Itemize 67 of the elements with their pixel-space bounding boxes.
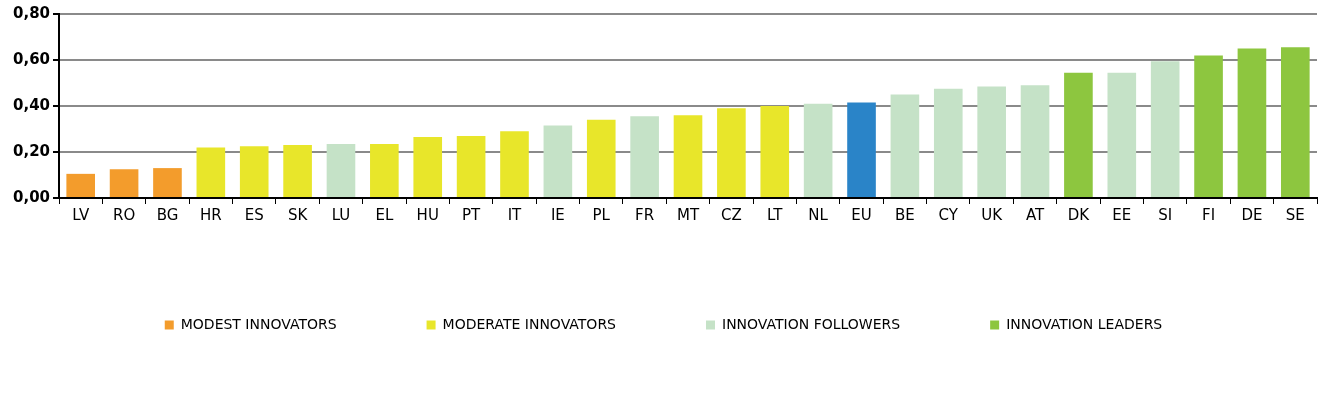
- x-tick-label: EE: [1112, 205, 1132, 224]
- x-tick-label: CZ: [721, 205, 742, 224]
- x-tick-label: DK: [1067, 205, 1091, 224]
- bar: [673, 115, 703, 197]
- y-tick-label: 0,00: [12, 187, 51, 206]
- x-tick-label: EL: [375, 205, 394, 224]
- bar: [370, 143, 399, 197]
- x-tick-label: ES: [244, 205, 264, 224]
- legend-label: INNOVATION LEADERS: [1006, 315, 1163, 332]
- x-tick-label: LU: [331, 205, 351, 224]
- bar: [1107, 72, 1137, 197]
- x-tick-label: NL: [808, 205, 829, 224]
- x-tick-label: LT: [767, 205, 784, 224]
- x-tick-label: PL: [592, 205, 611, 224]
- bar: [1237, 48, 1267, 197]
- x-tick-label: SK: [287, 205, 309, 224]
- x-tick-label: FR: [635, 205, 655, 224]
- x-tick-label: PT: [462, 205, 482, 224]
- bar: [456, 135, 486, 197]
- bar: [66, 173, 96, 197]
- x-tick-label: IT: [507, 205, 523, 224]
- bar: [109, 169, 139, 197]
- bar: [1064, 72, 1093, 197]
- bar: [586, 119, 616, 197]
- bar: [153, 168, 182, 197]
- y-tick-label: 0,60: [12, 49, 51, 68]
- bar: [1194, 55, 1223, 197]
- bar: [717, 108, 746, 197]
- x-tick-label: SE: [1285, 205, 1305, 224]
- x-tick-label: BE: [895, 205, 915, 224]
- x-tick-label: AT: [1025, 205, 1045, 224]
- y-tick-label: 0,40: [12, 95, 51, 114]
- x-tick-label: UK: [981, 205, 1004, 224]
- bar: [803, 103, 833, 197]
- x-tick-label: DE: [1241, 205, 1263, 224]
- bar: [847, 102, 876, 197]
- bar: [543, 125, 573, 197]
- x-tick-label: EU: [851, 205, 872, 224]
- x-tick-label: IE: [550, 205, 565, 224]
- x-tick-label: CY: [938, 205, 959, 224]
- bar: [283, 145, 312, 197]
- bar: [1280, 47, 1310, 197]
- x-tick-label: HR: [199, 205, 222, 224]
- bar: [1020, 85, 1050, 197]
- bar: [630, 116, 659, 197]
- bar: [500, 131, 529, 197]
- legend-label: INNOVATION FOLLOWERS: [722, 315, 901, 332]
- bar: [1150, 61, 1180, 197]
- y-tick-label: 0,20: [12, 141, 51, 160]
- x-tick-label: RO: [112, 205, 136, 224]
- x-tick-label: MT: [676, 205, 700, 224]
- x-tick-label: HU: [416, 205, 439, 224]
- bar: [760, 106, 790, 197]
- x-tick-label: LV: [72, 205, 90, 224]
- bar: [196, 147, 226, 197]
- bar: [413, 137, 443, 197]
- legend-label: MODEST INNOVATORS: [180, 315, 337, 332]
- bar: [239, 146, 269, 197]
- bar: [890, 94, 920, 197]
- y-tick-label: 0,80: [12, 3, 51, 22]
- x-tick-label: BG: [156, 205, 179, 224]
- legend-label: MODERATE INNOVATORS: [442, 315, 617, 332]
- bar: [326, 143, 356, 197]
- bar: [933, 88, 963, 197]
- bar: [977, 86, 1006, 197]
- x-tick-label: SI: [1158, 205, 1173, 224]
- x-tick-label: FI: [1202, 205, 1216, 224]
